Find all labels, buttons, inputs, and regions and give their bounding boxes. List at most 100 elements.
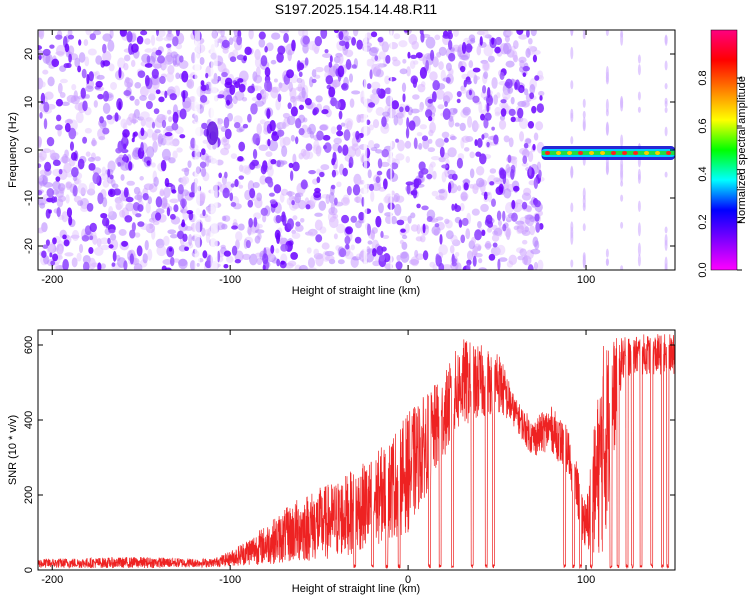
spectrogram-noise-cell — [144, 48, 154, 53]
spectrogram-noise-cell — [471, 208, 480, 216]
spectrogram-stripe-cell — [605, 122, 609, 136]
spectrogram-noise-cell — [383, 195, 392, 204]
spectrogram-noise-cell — [381, 116, 387, 128]
spectrogram-noise-cell — [521, 201, 528, 210]
spectrogram-noise-cell — [510, 168, 515, 180]
spectrogram-noise-cell — [126, 30, 133, 43]
spectrogram-stripe-cell — [570, 112, 574, 123]
spectrogram-noise-cell — [38, 227, 45, 234]
spectrogram-noise-cell — [172, 258, 180, 263]
signal-band-hotspot — [567, 151, 573, 155]
spectrogram-noise-cell — [52, 237, 57, 245]
spectrogram-noise-cell — [179, 134, 186, 139]
spectrogram-noise-cell — [322, 144, 327, 150]
spectrogram-blob — [206, 121, 219, 146]
spectrogram-noise-cell — [374, 55, 379, 62]
spectrogram-noise-cell — [336, 130, 344, 137]
spectrogram-noise-cell — [151, 162, 156, 168]
spectrogram-noise-cell — [532, 236, 539, 248]
spectrogram-noise-cell — [279, 82, 289, 93]
spectrogram-noise-cell — [438, 189, 446, 194]
spectrogram-noise-cell — [351, 37, 357, 46]
spectrogram-noise-cell — [233, 122, 241, 129]
colorbar-tick-label: 0.4 — [697, 166, 709, 181]
spectrogram-noise-cell — [449, 68, 454, 79]
spectrogram-noise-cell — [134, 98, 140, 106]
spectrogram-noise-cell — [102, 127, 110, 135]
spectrogram-noise-cell — [329, 55, 333, 63]
spectrogram-noise-cell — [432, 263, 438, 270]
spectrogram-stripe-cell — [605, 98, 609, 113]
spectrogram-stripe-cell — [570, 30, 574, 37]
spectrogram-noise-cell — [430, 49, 435, 61]
spectrogram-noise-cell — [231, 245, 238, 256]
spectrogram-noise-cell — [111, 183, 119, 189]
spectrogram-noise-cell — [296, 60, 301, 72]
spectrogram-noise-cell — [472, 67, 481, 73]
spectrogram-noise-cell — [204, 215, 212, 223]
spectrogram-noise-cell — [182, 100, 192, 113]
spectrogram-noise-cell — [395, 153, 405, 161]
spectrogram-noise-cell — [475, 165, 485, 176]
spectrogram-noise-cell — [186, 78, 195, 89]
spectrogram-noise-cell — [155, 49, 162, 56]
spectrogram-noise-cell — [298, 30, 305, 37]
spectrogram-noise-cell — [112, 250, 117, 262]
spectrogram-noise-cell — [146, 160, 151, 166]
spectrogram-noise-cell — [169, 93, 177, 101]
spectrogram-noise-cell — [508, 254, 518, 266]
spectrogram-noise-cell — [292, 215, 298, 221]
spectrogram-noise-cell — [137, 204, 144, 212]
spectrogram-noise-cell — [186, 209, 194, 215]
spectrogram-noise-cell — [276, 52, 284, 63]
spectrogram-noise-cell — [480, 113, 486, 121]
spectrogram-noise-cell — [465, 43, 473, 53]
spectrogram-noise-cell — [95, 55, 103, 65]
spectrogram-noise-cell — [449, 245, 455, 254]
spectrogram-noise-cell — [62, 234, 67, 240]
spectrogram-noise-cell — [231, 225, 239, 230]
spectrogram-noise-cell — [442, 108, 451, 120]
spectrogram-noise-cell — [375, 69, 384, 78]
spectrogram-noise-cell — [49, 252, 53, 258]
spectrogram-noise-cell — [366, 58, 375, 67]
snr-x-label: Height of straight line (km) — [292, 583, 420, 595]
spectrogram-noise-cell — [270, 244, 275, 254]
spectrogram-stripe-cell — [637, 106, 641, 113]
spectrogram-noise-cell — [77, 65, 82, 73]
spectrogram-noise-cell — [415, 178, 422, 186]
spectrogram-noise-cell — [249, 188, 256, 199]
spectrogram-noise-cell — [256, 92, 262, 101]
spectrogram-noise-cell — [295, 221, 301, 227]
spectrogram-noise-cell — [527, 264, 534, 270]
spectrogram-noise-cell — [344, 235, 351, 245]
spectrogram-noise-cell — [401, 234, 408, 240]
spectrogram-noise-cell — [220, 244, 226, 249]
spectrogram-noise-cell — [87, 157, 96, 162]
spectrogram-noise-cell — [92, 172, 100, 185]
spectrogram-noise-cell — [325, 75, 334, 85]
spectrogram-noise-cell — [155, 196, 163, 208]
spectrogram-noise-cell — [66, 62, 72, 68]
spectrogram-noise-cell — [202, 209, 206, 217]
spectrogram-noise-cell — [495, 36, 503, 46]
spectrogram-noise-cell — [338, 31, 344, 41]
spectrogram-noise-cell — [84, 127, 92, 134]
spectrogram-noise-cell — [486, 227, 493, 233]
spectrogram-noise-cell — [444, 101, 448, 108]
spectrogram-noise-cell — [84, 56, 90, 67]
spectrogram-noise-cell — [496, 210, 502, 221]
spectrogram-noise-cell — [38, 77, 44, 90]
spectrogram-noise-cell — [498, 119, 507, 130]
spectrogram-noise-cell — [419, 124, 428, 130]
spectrogram-noise-cell — [306, 267, 317, 270]
spectrogram-noise-cell — [224, 128, 232, 140]
spectrogram-noise-cell — [538, 90, 545, 97]
signal-band-hotspot — [578, 151, 584, 155]
spectrogram-noise-cell — [77, 158, 85, 170]
spectrogram-noise-cell — [522, 72, 527, 78]
spectrogram-noise-cell — [164, 90, 168, 99]
spectrogram-noise-cell — [352, 184, 361, 196]
spectrogram-stripe-cell — [620, 194, 624, 202]
spectrogram-noise-cell — [521, 239, 528, 245]
